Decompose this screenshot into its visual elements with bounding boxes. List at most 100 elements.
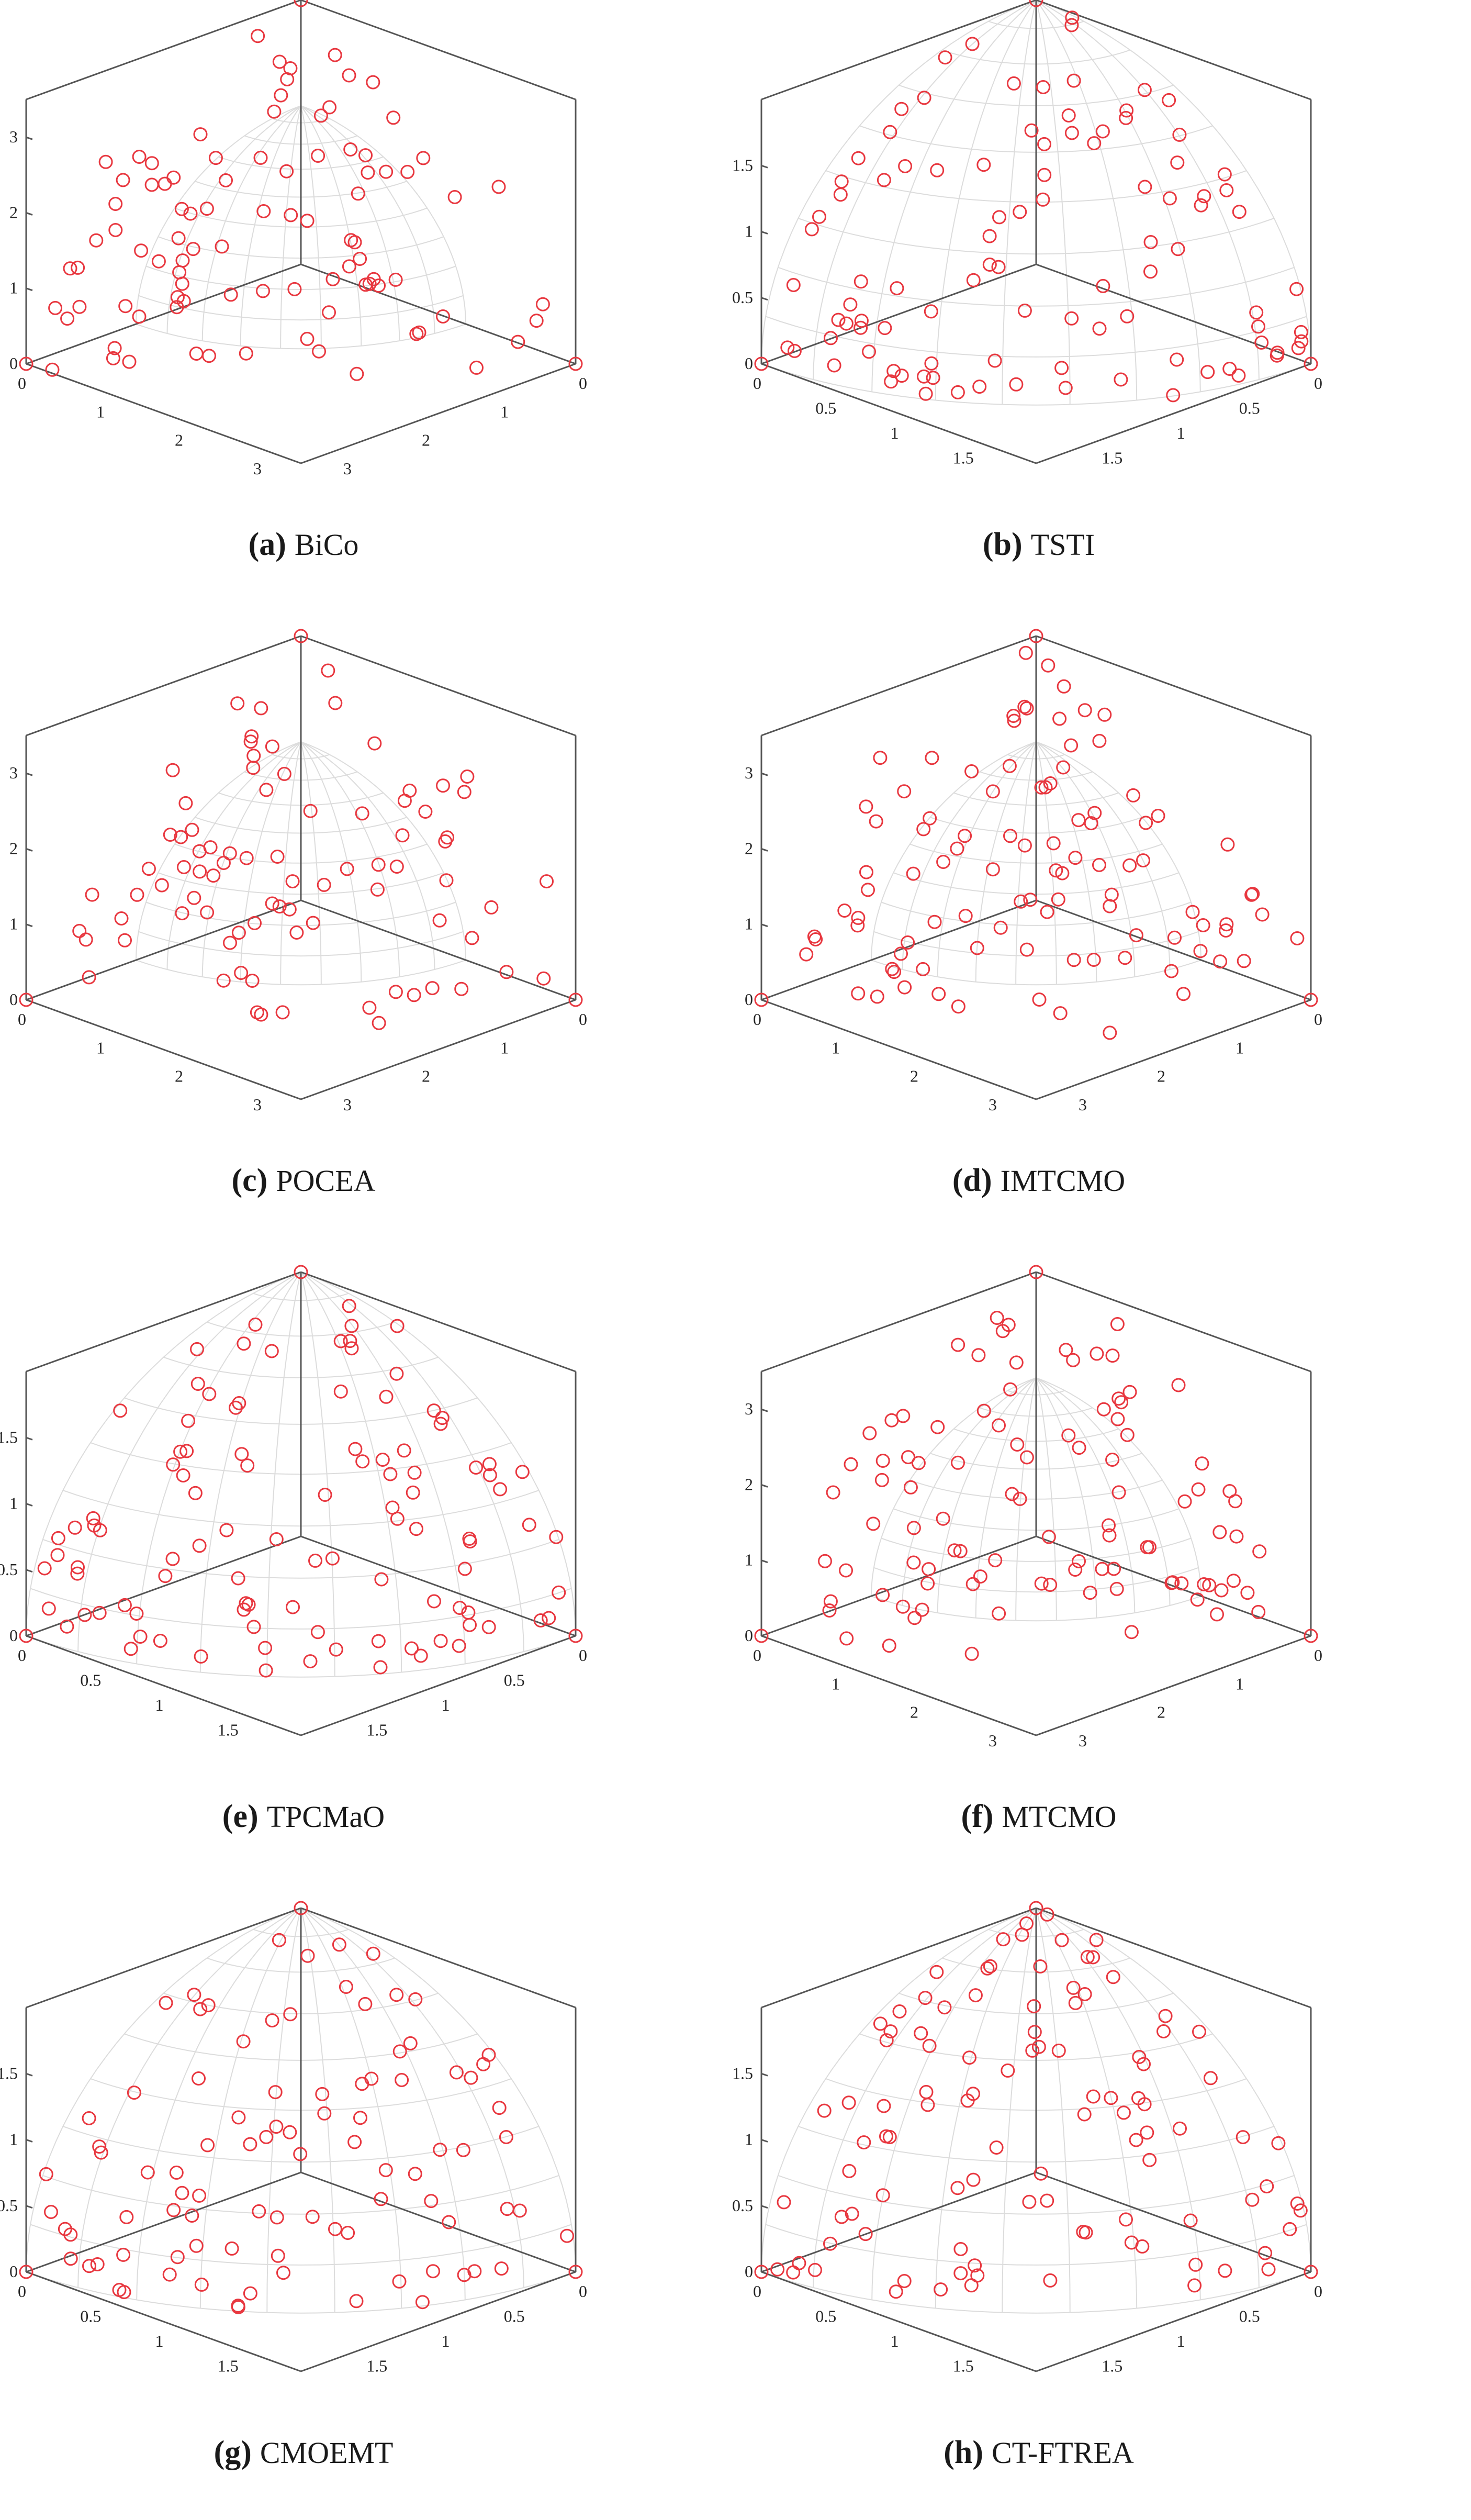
z-tick-mark xyxy=(26,2139,33,2143)
scatter-point xyxy=(1089,1933,1104,1947)
y-tick-label: 1 xyxy=(442,1696,450,1714)
scatter-point xyxy=(1210,1607,1224,1622)
scatter-point xyxy=(1304,993,1318,1007)
z-tick-mark xyxy=(761,1559,768,1564)
scatter-point xyxy=(151,254,166,269)
scatter-point xyxy=(1119,103,1134,118)
axis-line xyxy=(761,2271,1037,2372)
scatter-point xyxy=(1013,205,1027,219)
scatter-point xyxy=(243,734,258,749)
scatter-point xyxy=(1097,707,1112,722)
scatter-point xyxy=(953,2242,968,2256)
scatter-point xyxy=(754,2265,769,2279)
scatter-point xyxy=(283,2125,297,2139)
scatter-point xyxy=(243,2286,257,2301)
chart-panel-h: 0 0.5 1 1.5 0 0.5 1 1.5 0 0.5 1 1.5 (h) CT-FTREA xyxy=(732,1901,1322,2470)
scatter-point xyxy=(253,150,268,165)
grid-longitude xyxy=(77,1272,301,1652)
scatter-point xyxy=(144,156,159,171)
grid-longitude xyxy=(1036,1377,1097,1618)
scatter-point xyxy=(174,830,188,844)
scatter-point xyxy=(465,931,479,945)
scatter-point xyxy=(1077,2107,1092,2122)
caption-name: MTCMO xyxy=(1002,1800,1116,1834)
scatter-point xyxy=(878,321,892,336)
z-tick-label: 2 xyxy=(745,839,753,857)
scatter-point xyxy=(1260,2179,1274,2194)
scatter-point xyxy=(920,2098,935,2112)
scatter-point xyxy=(499,965,514,979)
axis-line xyxy=(300,999,576,1100)
x-tick-label: 1.5 xyxy=(218,2357,239,2376)
scatter-point xyxy=(1036,80,1050,94)
scatter-point xyxy=(1087,136,1102,151)
sphere-grid xyxy=(871,1377,1201,1622)
scatter-point xyxy=(241,1597,256,1612)
x-tick-label: 0 xyxy=(753,374,761,393)
scatter-point xyxy=(1183,2213,1198,2228)
z-tick-label: 0 xyxy=(9,2262,18,2281)
grid-longitude xyxy=(266,1908,301,2313)
scatter-point xyxy=(457,785,471,799)
scatter-point xyxy=(1036,192,1050,207)
axis-line xyxy=(1036,1635,1311,1736)
scatter-point xyxy=(78,932,93,947)
scatter-point xyxy=(1066,1353,1081,1367)
scatter-point xyxy=(272,1933,286,1947)
scatter-point xyxy=(839,1631,854,1646)
scatter-point xyxy=(1172,127,1187,142)
scatter-point xyxy=(962,2050,976,2065)
scatter-point xyxy=(19,993,33,1007)
scatter-point xyxy=(318,1488,332,1502)
scatter-point xyxy=(1061,1428,1076,1443)
scatter-point xyxy=(1015,1927,1029,1942)
scatter-point xyxy=(407,988,421,1002)
scatter-point xyxy=(925,751,939,765)
scatter-point xyxy=(193,2002,208,2016)
axis-line xyxy=(300,1271,576,1373)
scatter-point xyxy=(236,2034,251,2049)
scatter-point xyxy=(433,1417,448,1431)
y-tick-label: 1.5 xyxy=(366,2357,387,2376)
scatter-point xyxy=(294,629,308,643)
scatter-point xyxy=(877,2099,891,2113)
scatter-point xyxy=(244,729,259,744)
z-tick-mark xyxy=(761,848,768,852)
axis-line xyxy=(761,0,1037,101)
scatter-point xyxy=(267,104,282,119)
grid-longitude xyxy=(935,1908,1037,2309)
x-tick-label: 2 xyxy=(175,431,183,450)
scatter-point xyxy=(51,1531,65,1545)
scatter-point xyxy=(792,2256,806,2270)
grid-longitude xyxy=(1036,0,1260,380)
scatter-point xyxy=(1245,887,1260,901)
scatter-point xyxy=(1143,235,1158,249)
chart-panel-a: 0 1 2 3 0 1 2 3 0 1 2 3 (a) BiCo xyxy=(9,0,587,562)
grid-latitude xyxy=(765,2224,1307,2266)
grid-longitude xyxy=(1036,0,1138,400)
y-tick-label: 0 xyxy=(579,374,587,393)
scatter-point xyxy=(355,806,369,821)
grid-longitude xyxy=(201,105,301,341)
scatter-point xyxy=(1072,1554,1086,1568)
scatter-point xyxy=(375,1453,390,1467)
scatter-point xyxy=(1185,905,1200,919)
caption-name: CMOEMT xyxy=(260,2436,394,2470)
grid-longitude xyxy=(26,1908,301,2272)
scatter-point xyxy=(857,2135,871,2150)
caption-letter: (a) xyxy=(249,527,286,562)
scatter-point xyxy=(175,276,189,291)
scatter-point xyxy=(317,2106,332,2121)
scatter-point xyxy=(1167,930,1182,945)
scatter-point xyxy=(392,2274,407,2289)
scatter-point xyxy=(807,929,822,944)
caption-b: (b) TSTI xyxy=(983,527,1095,562)
scatter-point xyxy=(317,877,331,892)
scatter-point xyxy=(308,1553,322,1568)
scatter-point xyxy=(1059,1343,1073,1357)
scatter-point xyxy=(1104,887,1119,902)
y-tick-label: 1 xyxy=(1236,1038,1244,1057)
scatter-point xyxy=(951,999,965,1014)
scatter-point xyxy=(996,1932,1010,1947)
scatter-point xyxy=(1173,2121,1187,2136)
